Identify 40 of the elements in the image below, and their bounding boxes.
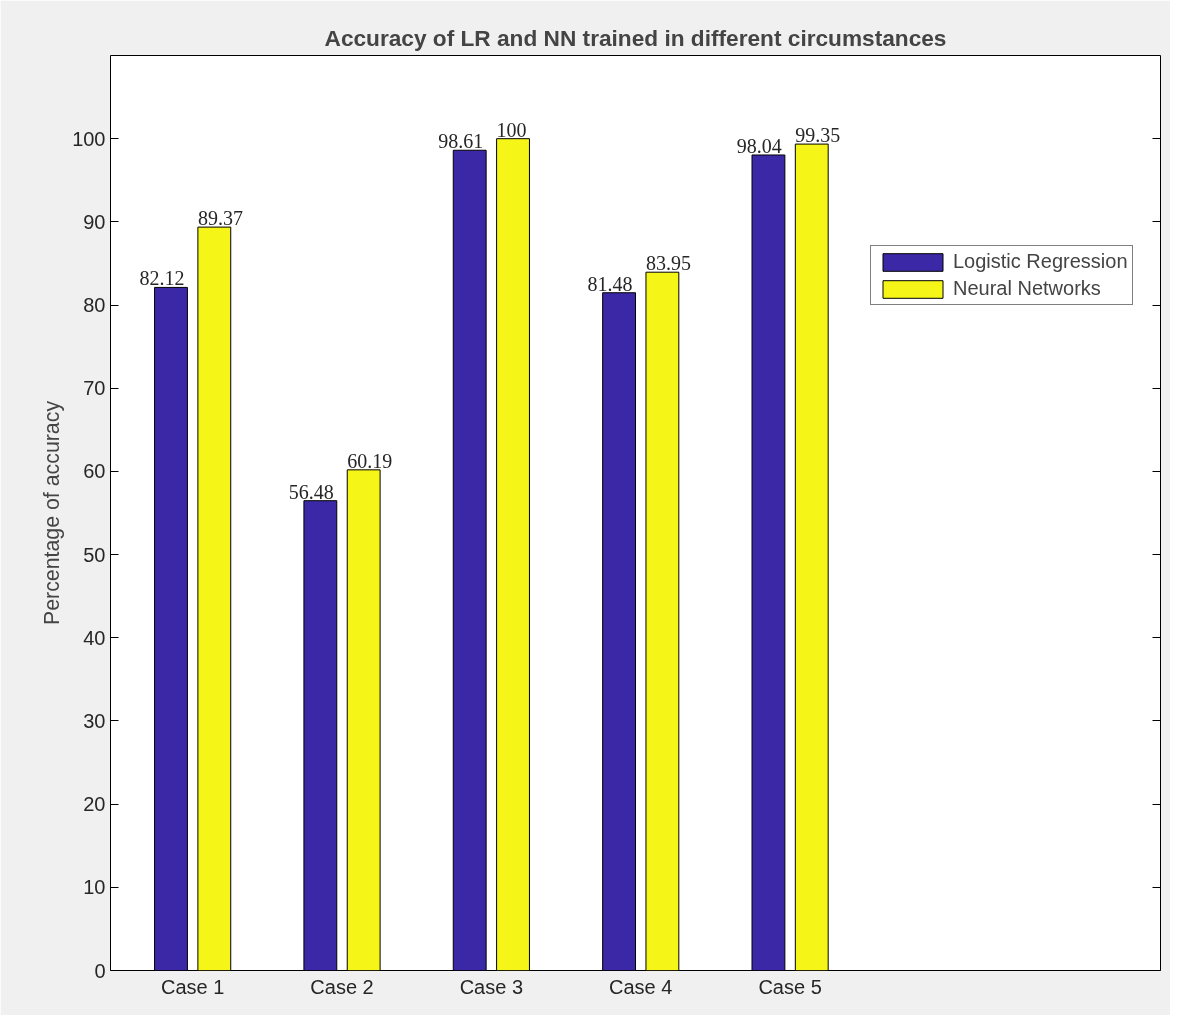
y-tick-label: 40 — [83, 626, 106, 649]
y-tick-label: 70 — [83, 377, 106, 400]
bar — [496, 138, 530, 971]
bar — [154, 286, 188, 971]
y-tick-label: 80 — [83, 294, 106, 317]
data-label: 89.37 — [197, 207, 243, 230]
x-tick-label: Case 3 — [459, 975, 524, 998]
data-label: 81.48 — [587, 272, 633, 295]
legend-label: Neural Networks — [953, 277, 1101, 300]
y-tick-label: 30 — [83, 709, 106, 732]
bar — [346, 469, 381, 971]
y-tick-label: 100 — [72, 127, 106, 150]
y-tick-label: 90 — [83, 210, 106, 233]
data-label: 60.19 — [347, 449, 393, 472]
data-label: 98.04 — [736, 134, 782, 157]
bar — [602, 292, 636, 971]
data-label: 98.61 — [438, 130, 484, 153]
bar — [794, 143, 829, 971]
data-label: 82.12 — [139, 267, 185, 290]
legend-label: Logistic Regression — [953, 250, 1128, 273]
x-tick-label: Case 5 — [758, 975, 822, 998]
bar — [197, 226, 232, 971]
chart-title: Accuracy of LR and NN trained in different circumstances — [324, 24, 947, 51]
bar — [303, 500, 338, 971]
data-label: 100 — [496, 118, 527, 141]
bar — [645, 271, 680, 971]
y-tick-label: 10 — [83, 876, 106, 899]
y-axis-title: Percentage of accuracy — [40, 400, 65, 626]
bar — [452, 149, 487, 971]
y-tick-label: 0 — [94, 959, 106, 982]
x-tick-label: Case 1 — [160, 975, 225, 998]
x-tick-label: Case 2 — [310, 975, 374, 998]
y-tick-label: 50 — [83, 543, 106, 566]
y-tick-label: 60 — [83, 460, 106, 483]
bar — [751, 154, 786, 971]
data-label: 56.48 — [288, 480, 334, 503]
data-label: 83.95 — [645, 252, 691, 275]
y-tick-label: 20 — [83, 793, 106, 816]
data-label: 99.35 — [795, 124, 841, 147]
x-tick-label: Case 4 — [609, 975, 673, 998]
